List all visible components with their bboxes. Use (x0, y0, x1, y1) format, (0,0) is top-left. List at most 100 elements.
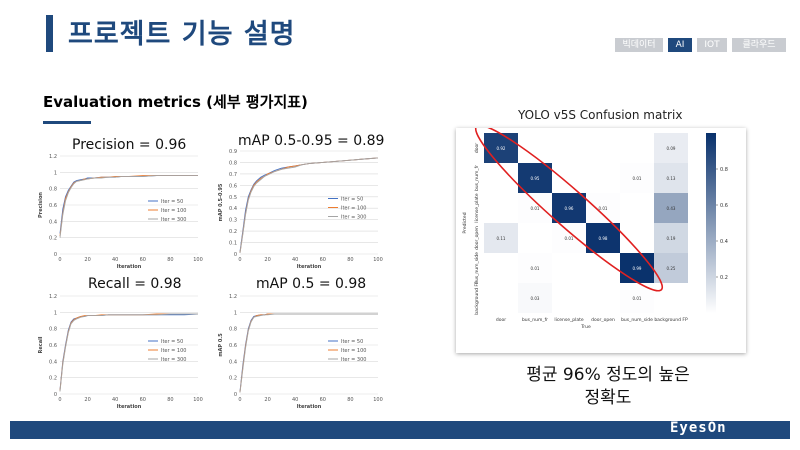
y-tick-label: 0.9 (229, 149, 237, 155)
heatmap-cell (586, 283, 620, 313)
cell-value-label: 0.96 (565, 206, 574, 211)
column-label: door (496, 317, 506, 323)
heatmap-cell (586, 163, 620, 193)
row-label: bus_num_fr (474, 165, 480, 191)
tab-cloud[interactable]: 클라우드 (732, 38, 786, 52)
x-tick-label: 0 (58, 257, 61, 263)
y-tick-label: 0.2 (229, 229, 237, 235)
cell-value-label: 0.43 (667, 206, 676, 211)
y-tick-label: 0.4 (49, 359, 57, 365)
confusion-matrix-title: YOLO v5S Confusion matrix (518, 108, 683, 122)
column-label: bus_num_side (621, 317, 653, 323)
x-axis-label: True (580, 324, 591, 330)
x-tick-label: 60 (140, 397, 146, 403)
y-tick-label: 0 (234, 252, 237, 258)
x-tick-label: 20 (84, 397, 90, 403)
heatmap-cell (484, 223, 518, 253)
y-tick-label: 0.6 (49, 343, 57, 349)
x-tick-label: 60 (320, 397, 326, 403)
heatmap-cell (484, 133, 518, 163)
y-axis-label: Recall (38, 336, 44, 353)
cell-value-label: 0.01 (531, 206, 540, 211)
y-tick-label: 0.4 (229, 359, 237, 365)
y-tick-label: 1.2 (49, 294, 57, 300)
y-tick-label: 0.4 (229, 206, 237, 212)
heatmap-cell (518, 283, 552, 313)
y-tick-label: 1 (54, 310, 57, 316)
row-label: background FP (474, 281, 480, 315)
heatmap-cell (620, 253, 654, 283)
heatmap-cell (552, 163, 586, 193)
tab-ai[interactable]: AI (668, 38, 692, 52)
x-tick-label: 100 (373, 397, 383, 403)
precision-chart: 0 0.2 0.4 0.6 0.8 1 1.2 0 20 40 60 80 100 Iteration Pr… (38, 154, 203, 270)
legend-label: Iter = 100 (341, 348, 366, 354)
y-axis-label: mAP 0.5-0.95 (218, 183, 224, 221)
brand-logo: EyesOn (670, 420, 727, 436)
heatmap-cell (620, 133, 654, 163)
confusion-matrix-chart: 0.92 0.09 0.95 0.01 0.13 0.01 0.96 0.01 0.43 0.11… (462, 124, 728, 330)
heatmap-cell (654, 163, 688, 193)
section-subtitle: Evaluation metrics (세부 평가지표) (43, 93, 308, 111)
y-tick-label: 0.2 (49, 376, 57, 382)
heatmap-cell (518, 253, 552, 283)
map-range-chart: 0 0.1 0.2 0.3 0.4 0.5 0.6 0.7 0.8 0.9 0 20 40 60 80 100… (218, 149, 383, 270)
heatmap-cell (654, 133, 688, 163)
colorbar-tick-label: 0.2 (720, 275, 728, 281)
cell-value-label: 0.03 (531, 296, 540, 301)
cell-value-label: 0.01 (633, 296, 642, 301)
series-line (59, 313, 198, 392)
column-label: license_plate (554, 317, 584, 323)
column-label: background FP (654, 317, 688, 323)
heatmap-cell (518, 223, 552, 253)
accuracy-summary: 평균 96% 정도의 높은 정확도 (498, 364, 718, 410)
chart-title-recall: Recall = 0.98 (88, 276, 182, 292)
confusion-matrix-panel: 0.92 0.09 0.95 0.01 0.13 0.01 0.96 0.01 0.43 0.11… (456, 124, 746, 353)
chart-title-map50: mAP 0.5 = 0.98 (256, 276, 367, 292)
y-tick-label: 0 (54, 392, 57, 398)
y-tick-label: 0 (54, 252, 57, 258)
summary-line-1: 평균 96% 정도의 높은 (526, 365, 690, 385)
y-tick-label: 0.8 (49, 327, 57, 333)
y-tick-label: 0.8 (229, 327, 237, 333)
summary-line-2: 정확도 (584, 388, 632, 408)
y-tick-label: 0.6 (229, 343, 237, 349)
x-tick-label: 100 (373, 257, 383, 263)
heatmap-cell (484, 283, 518, 313)
colorbar-tick-label: 0.8 (720, 167, 728, 173)
x-tick-label: 40 (112, 257, 118, 263)
cell-value-label: 0.95 (531, 176, 540, 181)
x-tick-label: 40 (292, 257, 298, 263)
heatmap-cell (586, 133, 620, 163)
cell-value-label: 0.98 (599, 236, 608, 241)
heatmap-cell (552, 283, 586, 313)
y-tick-label: 0.6 (49, 203, 57, 209)
heatmap-cell (586, 193, 620, 223)
cell-value-label: 0.09 (667, 146, 676, 151)
heatmap-cell (552, 193, 586, 223)
y-tick-label: 0.8 (229, 160, 237, 166)
chart-title-precision: Precision = 0.96 (72, 137, 187, 153)
series-line (239, 157, 379, 253)
series-line (239, 313, 378, 393)
legend-label: Iter = 300 (161, 217, 186, 223)
y-axis-label: Predicted (462, 212, 468, 233)
row-label: license_plate (474, 193, 480, 223)
heatmap-cell (552, 133, 586, 163)
x-tick-label: 80 (167, 397, 173, 403)
x-tick-label: 20 (264, 397, 270, 403)
x-tick-label: 60 (140, 257, 146, 263)
x-tick-label: 40 (292, 397, 298, 403)
tab-bigdata[interactable]: 빅데이터 (615, 38, 663, 52)
heatmap-cell (620, 163, 654, 193)
heatmap-cell (518, 193, 552, 223)
cell-value-label: 0.13 (667, 176, 676, 181)
cell-value-label: 0.25 (667, 266, 676, 271)
y-tick-label: 1.2 (49, 154, 57, 160)
x-tick-label: 40 (112, 397, 118, 403)
chart-title-map-range: mAP 0.5-0.95 = 0.89 (238, 133, 385, 149)
colorbar-tick-label: 0.4 (720, 239, 728, 245)
cell-value-label: 0.11 (497, 236, 506, 241)
subtitle-underline (43, 121, 91, 124)
tab-iot[interactable]: IOT (697, 38, 727, 52)
